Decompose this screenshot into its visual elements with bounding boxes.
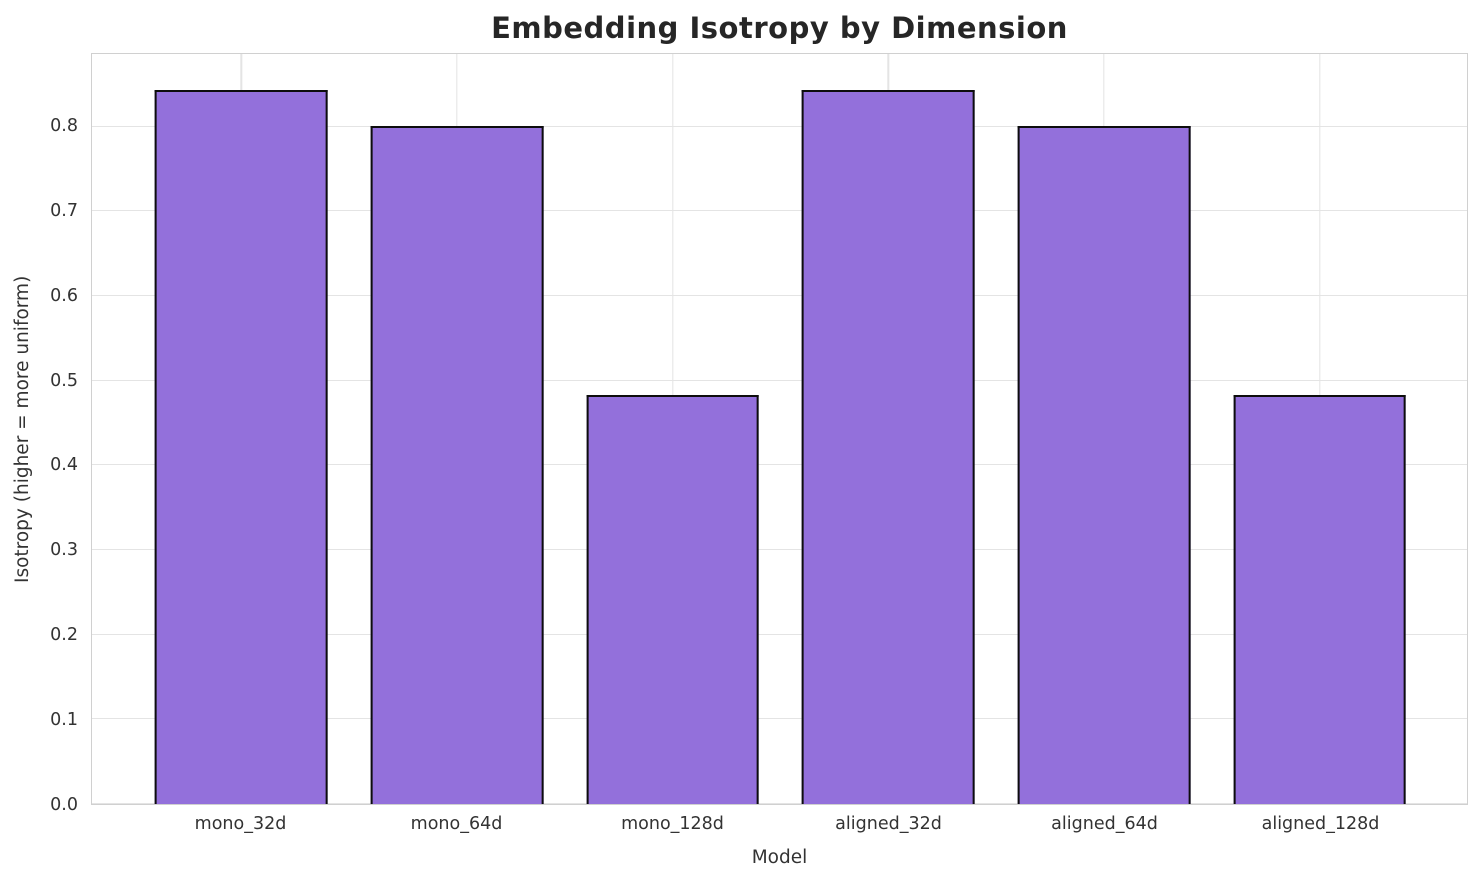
gridline-horizontal [92, 633, 1467, 635]
x-tick-label: aligned_32d [835, 814, 942, 834]
y-axis-label: Isotropy (higher = more uniform) [12, 275, 33, 583]
gridline-horizontal [92, 803, 1467, 804]
y-tick-label: 0.5 [50, 370, 78, 391]
gridline-horizontal [92, 718, 1467, 720]
y-tick-label: 0.3 [50, 540, 78, 561]
gridline-horizontal [92, 464, 1467, 466]
y-tick-label: 0.7 [50, 200, 78, 221]
bar-aligned_32d [801, 90, 975, 804]
gridline-horizontal [92, 210, 1467, 212]
y-tick-label: 0.4 [50, 455, 78, 476]
x-tick-label: aligned_128d [1261, 814, 1380, 834]
bar-aligned_128d [1233, 395, 1407, 804]
bar-mono_64d [370, 125, 544, 804]
y-tick-label: 0.6 [50, 285, 78, 306]
y-tick-label: 0.8 [50, 115, 78, 136]
gridline-horizontal [92, 125, 1467, 127]
gridline-horizontal [92, 549, 1467, 551]
gridline-horizontal [92, 379, 1467, 381]
chart-title: Embedding Isotropy by Dimension [491, 11, 1068, 45]
bar-aligned_64d [1017, 125, 1191, 804]
x-tick-label: aligned_64d [1051, 814, 1158, 834]
plot-area [91, 53, 1468, 805]
x-tick-label: mono_128d [621, 814, 724, 834]
y-tick-label: 0.2 [50, 625, 78, 646]
x-axis-label: Model [751, 847, 808, 868]
bar-mono_128d [586, 395, 760, 804]
y-tick-label: 0.1 [50, 710, 78, 731]
bar-mono_32d [154, 90, 328, 804]
x-tick-label: mono_32d [194, 814, 287, 834]
x-tick-label: mono_64d [410, 814, 503, 834]
gridline-horizontal [92, 295, 1467, 297]
y-tick-label: 0.0 [50, 795, 78, 815]
